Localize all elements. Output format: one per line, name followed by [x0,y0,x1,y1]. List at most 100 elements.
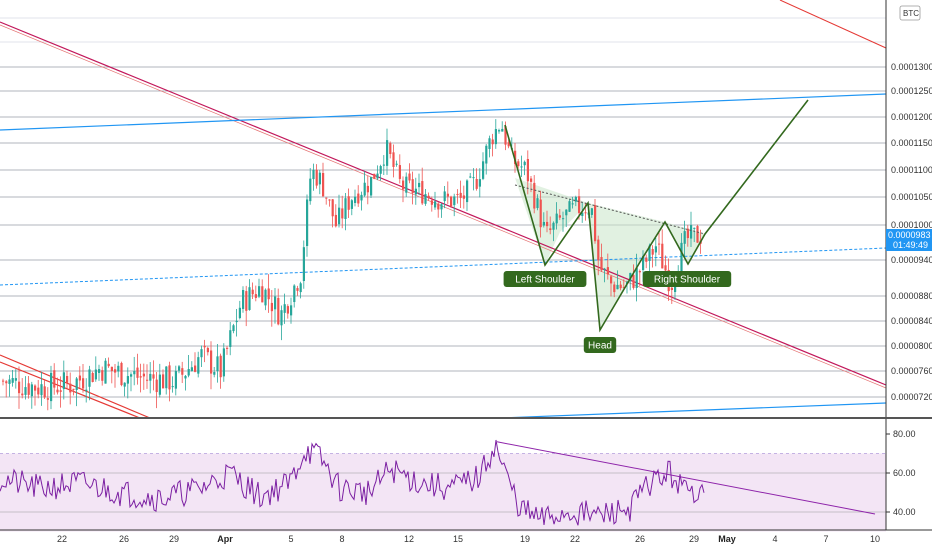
y-tick-label: 0.0000940 [891,255,932,265]
currency-badge-text: BTC [903,9,919,18]
candle-body [91,372,94,382]
labels: BTC Left Shoulder Head Right Shoulder 0.0000… [503,5,932,353]
candle-body [34,385,37,391]
candle-body [504,126,507,145]
y-tick-label: 0.0001100 [891,165,932,175]
descending-trendline [0,21,887,386]
descending-trendline-2 [0,24,887,389]
candle-body [568,201,571,212]
lower-blue-line [499,402,887,419]
candle-body [290,305,293,316]
candle-body [549,228,552,231]
candle-body [664,265,667,271]
candle-body [398,165,401,179]
candle-body [245,291,248,311]
rsi-band [0,453,886,532]
candle-body [696,226,699,243]
candle-body [488,138,491,149]
candle-body [386,140,389,166]
candle-body [648,245,651,262]
grid [0,17,886,398]
candle-body [216,356,219,372]
upper-red-line [779,0,887,49]
candle-body [235,320,238,323]
candle-body [274,296,277,310]
candle-body [514,150,517,165]
y-tick-label: 0.0001200 [891,112,932,122]
candle-body [181,368,184,375]
candle-body [165,366,168,389]
x-tick-label: 10 [870,534,880,544]
candle-body [594,205,597,242]
candle-body [280,310,283,326]
x-tick-label: 22 [57,534,67,544]
candle-body [619,284,622,289]
candle-body [139,376,142,378]
candle-body [338,207,341,225]
candle-body [203,345,206,348]
candle-body [88,369,91,387]
candle-body [261,286,264,303]
candle-body [210,350,213,374]
candle-body [472,177,475,179]
candle-body [318,172,321,185]
x-tick-label: 29 [169,534,179,544]
candle-body [75,378,78,390]
x-tick-label: 26 [635,534,645,544]
candle-body [606,267,609,275]
rsi-tick-label: 60.00 [893,468,916,478]
candlesticks [2,119,702,411]
candle-body [360,194,363,201]
candle-body [174,371,177,389]
currency-badge [899,5,921,21]
candle-body [552,222,555,230]
candle-body [117,365,120,372]
right-shoulder-label-box [642,271,732,287]
candle-body [18,381,21,394]
candle-body [686,228,689,239]
candle-body [232,325,235,332]
candle-body [94,369,97,380]
candle-body [24,387,27,395]
candle-body [402,180,405,190]
candle-body [437,203,440,210]
candle-body [533,182,536,209]
pattern-fill [515,178,705,330]
candle-body [590,208,593,215]
candle-body [251,289,254,295]
candle-body [344,198,347,220]
candle-body [475,178,478,189]
y-tick-label: 0.0001000 [891,220,932,230]
candle-body [197,357,200,374]
candle-body [373,173,376,179]
left-shoulder-fill [515,178,588,265]
y-tick-label: 0.0001150 [891,138,932,148]
x-tick-label: 26 [119,534,129,544]
candle-body [661,243,664,269]
candle-body [78,375,81,381]
candle-body [459,192,462,198]
candle-body [450,196,453,207]
candle-body [613,284,616,293]
candle-body [571,203,574,205]
candle-body [222,348,225,377]
candle-body [526,159,529,182]
candle-body [226,347,229,349]
candle-body [152,374,155,379]
candle-body [242,290,245,309]
candle-body [322,172,325,197]
candle-body [562,218,565,220]
candle-body [635,267,638,288]
y-tick-label: 0.0000840 [891,316,932,326]
candle-body [354,196,357,203]
candle-body [72,388,75,390]
candle-body [546,221,549,227]
candle-body [14,378,17,381]
candle-body [98,369,101,373]
candle-body [482,161,485,179]
candle-body [258,286,261,297]
x-tick-label: 19 [520,534,530,544]
candle-body [411,179,414,194]
rsi-tick-label: 40.00 [893,507,916,517]
